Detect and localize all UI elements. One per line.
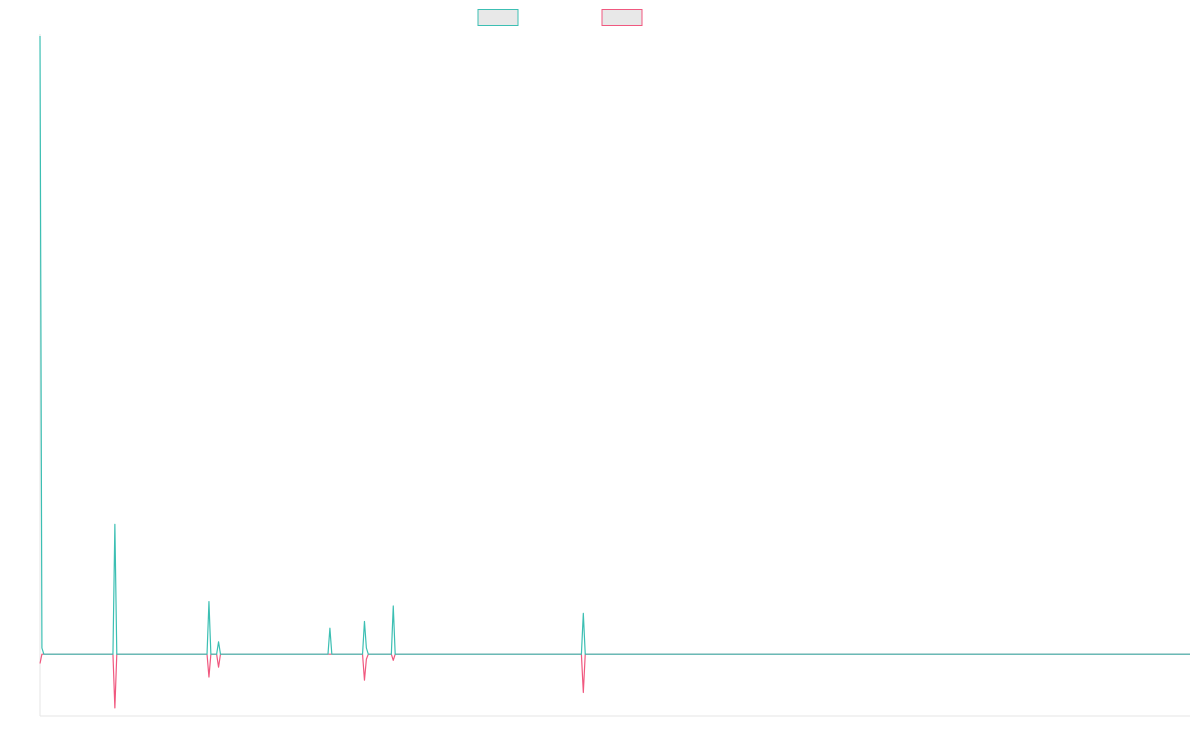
legend-swatch-1[interactable] [477,9,519,26]
series-layer [39,35,1190,709]
legend [477,9,643,26]
series-line-1 [39,35,1190,655]
series-line-2 [39,653,1190,709]
legend-swatch-2[interactable] [601,9,643,26]
axes [39,34,1190,717]
